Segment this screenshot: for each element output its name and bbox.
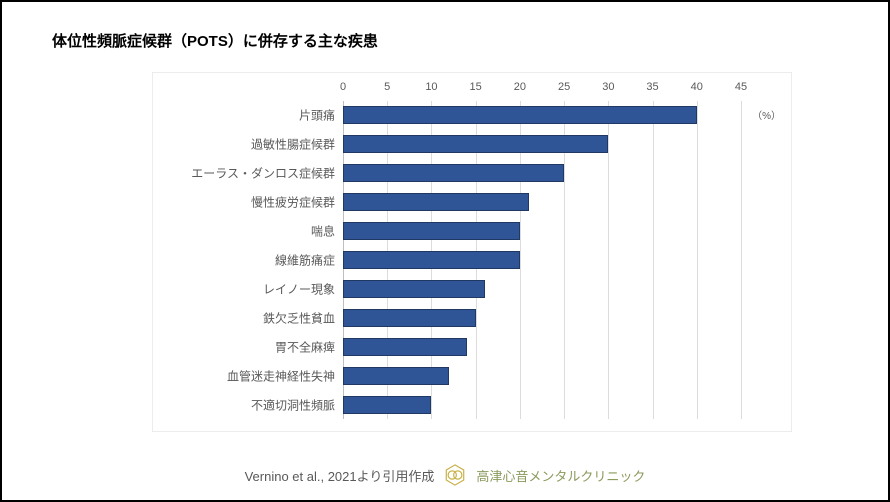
gridline (608, 101, 609, 419)
bar (343, 338, 467, 356)
category-label: レイノー現象 (263, 280, 343, 297)
category-label: 不適切洞性頻脈 (251, 396, 343, 413)
category-label: 喘息 (311, 223, 343, 240)
bar (343, 106, 697, 124)
unit-label: （%） (752, 107, 781, 122)
category-label: 片頭痛 (299, 107, 343, 124)
bar (343, 396, 431, 414)
bar (343, 193, 529, 211)
x-tick-label: 0 (340, 81, 346, 93)
x-tick-label: 40 (691, 81, 703, 93)
gridline (653, 101, 654, 419)
x-tick-label: 5 (384, 81, 390, 93)
x-tick-label: 10 (425, 81, 437, 93)
x-tick-label: 20 (514, 81, 526, 93)
bar (343, 222, 520, 240)
category-label: 線維筋痛症 (275, 252, 343, 269)
category-label: 胃不全麻痺 (275, 338, 343, 355)
chart-container: （%） 051015202530354045片頭痛過敏性腸症候群エーラス・ダンロ… (152, 72, 792, 432)
x-tick-label: 45 (735, 81, 747, 93)
category-label: 過敏性腸症候群 (251, 136, 343, 153)
category-label: 慢性疲労症候群 (251, 194, 343, 211)
bar (343, 367, 449, 385)
bar (343, 280, 485, 298)
gridline (741, 101, 742, 419)
x-tick-label: 15 (470, 81, 482, 93)
citation-text: Vernino et al., 2021より引用作成 (245, 466, 435, 485)
clinic-logo-icon (444, 464, 466, 486)
page-title: 体位性頻脈症候群（POTS）に併存する主な疾患 (52, 30, 378, 51)
category-label: 血管迷走神経性失神 (227, 367, 343, 384)
bar (343, 309, 476, 327)
bar (343, 135, 608, 153)
clinic-name: 高津心音メンタルクリニック (476, 466, 645, 485)
footer: Vernino et al., 2021より引用作成 高津心音メンタルクリニック (2, 464, 888, 486)
x-tick-label: 35 (646, 81, 658, 93)
x-tick-label: 30 (602, 81, 614, 93)
bar (343, 251, 520, 269)
bar (343, 164, 564, 182)
x-tick-label: 25 (558, 81, 570, 93)
category-label: エーラス・ダンロス症候群 (191, 165, 343, 182)
gridline (697, 101, 698, 419)
plot-area: 051015202530354045片頭痛過敏性腸症候群エーラス・ダンロス症候群… (343, 101, 741, 419)
category-label: 鉄欠乏性貧血 (263, 309, 343, 326)
